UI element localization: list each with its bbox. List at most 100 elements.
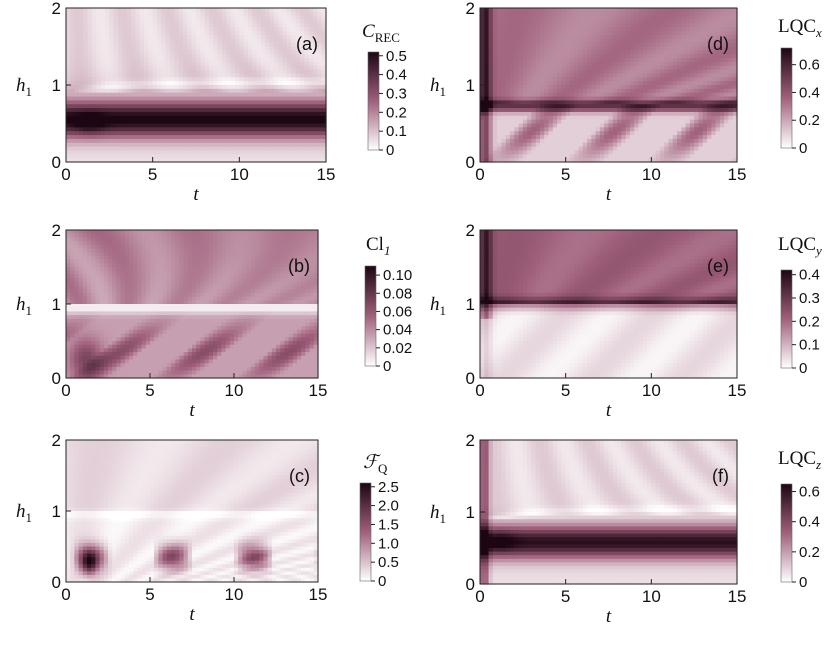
heatmap-cell	[200, 311, 206, 316]
heatmap-cell	[209, 108, 214, 113]
heatmap-cell	[165, 42, 171, 48]
heatmap-cell	[137, 237, 143, 242]
heatmap-cell	[92, 77, 97, 82]
heatmap-cell	[124, 341, 130, 346]
heatmap-cell	[187, 359, 193, 364]
heatmap-cell	[178, 34, 184, 40]
heatmap-cell	[66, 81, 71, 86]
heatmap-cell	[239, 19, 245, 24]
heatmap-cell	[70, 511, 75, 516]
heatmap-cell	[87, 329, 92, 335]
heatmap-cell	[187, 333, 193, 338]
heatmap-cell	[308, 158, 314, 163]
heatmap-cell	[213, 263, 218, 268]
heatmap-cell	[263, 374, 269, 379]
heatmap-cell	[261, 150, 266, 155]
heatmap-cell	[113, 150, 119, 155]
heatmap-cell	[250, 333, 256, 338]
heatmap-cell	[95, 296, 101, 301]
heatmap-cell	[280, 292, 285, 298]
heatmap-cell	[267, 281, 273, 287]
heatmap-cell	[287, 81, 292, 86]
heatmap-cell	[74, 42, 80, 48]
heatmap-cell	[170, 19, 175, 24]
heatmap-cell	[126, 42, 132, 48]
heatmap-cell	[230, 111, 236, 117]
heatmap-cell	[321, 131, 327, 136]
heatmap-cell	[148, 31, 154, 36]
heatmap-cell	[321, 61, 327, 67]
heatmap-cell	[158, 285, 164, 290]
heatmap-cell	[174, 85, 180, 90]
heatmap-cell	[144, 92, 149, 98]
heatmap-cell	[250, 344, 256, 349]
heatmap-cell	[135, 38, 141, 44]
heatmap-cell	[200, 154, 206, 159]
heatmap-cell	[271, 244, 277, 250]
heatmap-cell	[246, 318, 252, 324]
heatmap-cell	[74, 237, 80, 242]
heatmap-cell	[243, 42, 249, 48]
heatmap-cell	[304, 146, 310, 152]
heatmap-cell	[183, 15, 188, 21]
heatmap-cell	[122, 108, 128, 113]
heatmap-cell	[148, 158, 154, 163]
heatmap-cell	[87, 131, 93, 136]
heatmap-cell	[175, 307, 180, 312]
heatmap-cell	[238, 341, 243, 346]
heatmap-cell	[208, 352, 214, 357]
heatmap-cell	[192, 348, 197, 353]
heatmap-cell	[271, 274, 277, 279]
heatmap-cell	[256, 11, 262, 17]
heatmap-cell	[174, 158, 180, 163]
heatmap-cell	[129, 230, 134, 235]
heatmap-cell	[66, 454, 71, 459]
heatmap-cell	[141, 255, 147, 261]
heatmap-cell	[278, 158, 284, 163]
heatmap-cell	[179, 255, 185, 261]
heatmap-cell	[105, 92, 110, 98]
heatmap-cell	[204, 27, 210, 32]
heatmap-cell	[284, 292, 290, 298]
heatmap-cell	[321, 127, 327, 132]
heatmap-cell	[174, 65, 180, 71]
y-tick-label: 2	[52, 221, 61, 240]
heatmap-cell	[234, 244, 239, 250]
heatmap-cell	[174, 31, 180, 36]
heatmap-cell	[213, 370, 218, 375]
heatmap-cell	[209, 104, 214, 109]
heatmap-cell	[137, 296, 143, 301]
heatmap-cell	[246, 267, 252, 272]
heatmap-cell	[300, 111, 305, 117]
heatmap-cell	[91, 296, 96, 301]
heatmap-cell	[137, 359, 143, 364]
heatmap-cell	[191, 111, 197, 117]
heatmap-cell	[313, 123, 318, 128]
heatmap-cell	[148, 115, 154, 121]
heatmap-cell	[183, 23, 188, 28]
heatmap-cell	[274, 77, 279, 82]
heatmap-cell	[282, 27, 288, 32]
heatmap-cell	[113, 46, 119, 51]
heatmap-cell	[144, 34, 149, 40]
heatmap-cell	[269, 38, 275, 44]
heatmap-cell	[178, 92, 184, 98]
heatmap-cell	[250, 263, 256, 268]
heatmap-cell	[82, 248, 88, 253]
heatmap-cell	[225, 255, 231, 261]
heatmap-cell	[162, 300, 168, 305]
heatmap-cell	[166, 259, 172, 264]
heatmap-cell	[170, 73, 175, 78]
heatmap-cell	[221, 300, 227, 305]
heatmap-cell	[191, 123, 197, 128]
heatmap-cell	[235, 85, 240, 90]
heatmap-cell	[301, 322, 306, 327]
heatmap-cell	[309, 348, 315, 353]
heatmap-cell	[170, 88, 175, 94]
heatmap-cell	[179, 337, 185, 342]
heatmap-cell	[66, 521, 71, 526]
heatmap-cell	[278, 88, 284, 94]
heatmap-cell	[157, 23, 162, 28]
heatmap-cell	[178, 135, 184, 140]
heatmap-cell	[208, 337, 214, 342]
